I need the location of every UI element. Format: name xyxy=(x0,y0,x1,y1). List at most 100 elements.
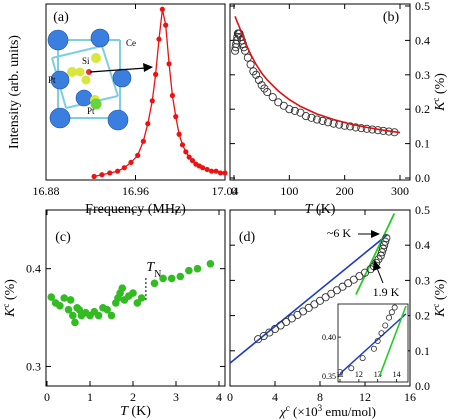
x-tick-label: 4 xyxy=(272,390,278,404)
x-tick-label: 300 xyxy=(391,184,409,198)
data-point xyxy=(376,251,385,260)
panel-label: (d) xyxy=(239,230,256,245)
spectrum-point xyxy=(135,152,141,158)
x-tick-label: 3 xyxy=(173,390,179,404)
data-point xyxy=(377,248,386,257)
pt-atom xyxy=(90,98,102,110)
x-tick-label: 0 xyxy=(227,390,233,404)
data-point xyxy=(263,87,272,97)
data-point xyxy=(382,234,391,243)
inset-data-point xyxy=(348,365,355,372)
y-tick-label: 0.1 xyxy=(415,344,430,358)
data-point xyxy=(71,318,79,327)
spectrum-point xyxy=(99,172,105,178)
data-point xyxy=(268,93,277,102)
y-axis-label: Intensity (arb. units) xyxy=(7,35,22,149)
data-point xyxy=(287,314,296,323)
x-tick-label: 4 xyxy=(216,390,222,404)
inset-data-point xyxy=(374,337,381,344)
x-axis-superscript: c xyxy=(286,403,290,413)
y-axis-label: Kc (%) xyxy=(1,279,18,318)
green-fit-line xyxy=(355,213,396,295)
data-point xyxy=(75,305,84,314)
x-tick-label: 12 xyxy=(359,390,371,404)
x-tick-label: 2 xyxy=(130,390,136,404)
panel-c: 0 1 2 3 40.30.4T (K)Kc (%)(c)TN xyxy=(1,209,226,419)
x-axis-symbol: χ xyxy=(278,404,286,419)
inset-y-tick-label: 0.35 xyxy=(322,372,336,381)
spectrum-point xyxy=(121,165,127,171)
ce-atom xyxy=(47,29,69,51)
data-point xyxy=(150,279,159,288)
spectrum-point xyxy=(200,165,206,171)
annotation-6k: ~6 K xyxy=(327,226,351,240)
y-axis-symbol: K xyxy=(433,101,448,112)
spectrum-point xyxy=(189,158,196,164)
y-axis-unit: (%) xyxy=(3,279,18,304)
y-axis-label: Kc (%) xyxy=(431,279,448,318)
inset-x-tick-label: 13 xyxy=(374,370,382,379)
x-axis-exponent: 3 xyxy=(318,403,323,413)
data-point xyxy=(324,118,333,127)
inset-green-line xyxy=(378,305,407,377)
y-axis-unit: (%) xyxy=(433,279,448,304)
inset-data-point xyxy=(378,330,385,337)
plot-frame xyxy=(229,3,411,181)
data-point xyxy=(47,293,56,301)
crystal-structure: Ce Si Pt Pt xyxy=(47,28,153,131)
ce-label: Ce xyxy=(126,38,136,48)
spectrum-point xyxy=(107,170,113,176)
y-tick-label: 0.3 xyxy=(26,359,41,373)
panel-label: (a) xyxy=(53,10,69,25)
data-point xyxy=(315,296,325,305)
data-point xyxy=(246,60,255,69)
data-point xyxy=(355,272,364,281)
data-point xyxy=(301,112,310,121)
data-point xyxy=(327,289,336,298)
data-point xyxy=(346,122,355,131)
cell-edge xyxy=(51,45,103,59)
y-tick-label: 0.4 xyxy=(415,33,430,47)
data-point xyxy=(378,244,388,253)
tn-symbol: T xyxy=(146,260,155,275)
data-point xyxy=(360,268,370,277)
pt-atom xyxy=(91,53,101,63)
data-point xyxy=(185,266,193,275)
data-point xyxy=(118,284,127,293)
y-axis-superscript: c xyxy=(431,98,441,102)
plot-frame xyxy=(45,3,226,181)
y-axis-unit: (%) xyxy=(433,73,448,98)
y-tick-label: 0.0 xyxy=(415,171,430,185)
spectrum-point xyxy=(222,170,228,176)
data-point xyxy=(381,237,390,246)
inset-data-point xyxy=(338,369,343,376)
si-atom xyxy=(81,75,91,85)
data-point xyxy=(69,311,77,320)
arrow-head xyxy=(143,63,153,72)
spectrum-point xyxy=(179,142,186,148)
y-axis-symbol: K xyxy=(3,307,18,318)
x-axis-unit: (K) xyxy=(128,404,151,419)
x-tick-label: 200 xyxy=(336,184,354,198)
data-point xyxy=(282,317,291,326)
tn-subscript: N xyxy=(154,269,161,280)
data-point xyxy=(321,293,330,302)
ce-atom xyxy=(107,109,129,131)
y-tick-label: 0.4 xyxy=(26,262,41,276)
data-point xyxy=(259,331,268,341)
data-point xyxy=(344,279,353,288)
si-label: Si xyxy=(82,56,90,66)
data-point xyxy=(159,274,167,283)
spectrum-point xyxy=(169,92,176,99)
spectrum-point xyxy=(153,71,159,77)
spectrum-point xyxy=(145,121,151,127)
data-point xyxy=(254,75,263,85)
tn-label: TN xyxy=(146,260,161,280)
x-tick-label: 1 xyxy=(87,390,93,404)
data-point xyxy=(243,53,252,62)
data-point xyxy=(276,321,285,330)
data-point xyxy=(129,289,137,297)
data-point xyxy=(299,307,308,316)
x-axis-label: χc (×103 emu/mol) xyxy=(278,403,376,419)
